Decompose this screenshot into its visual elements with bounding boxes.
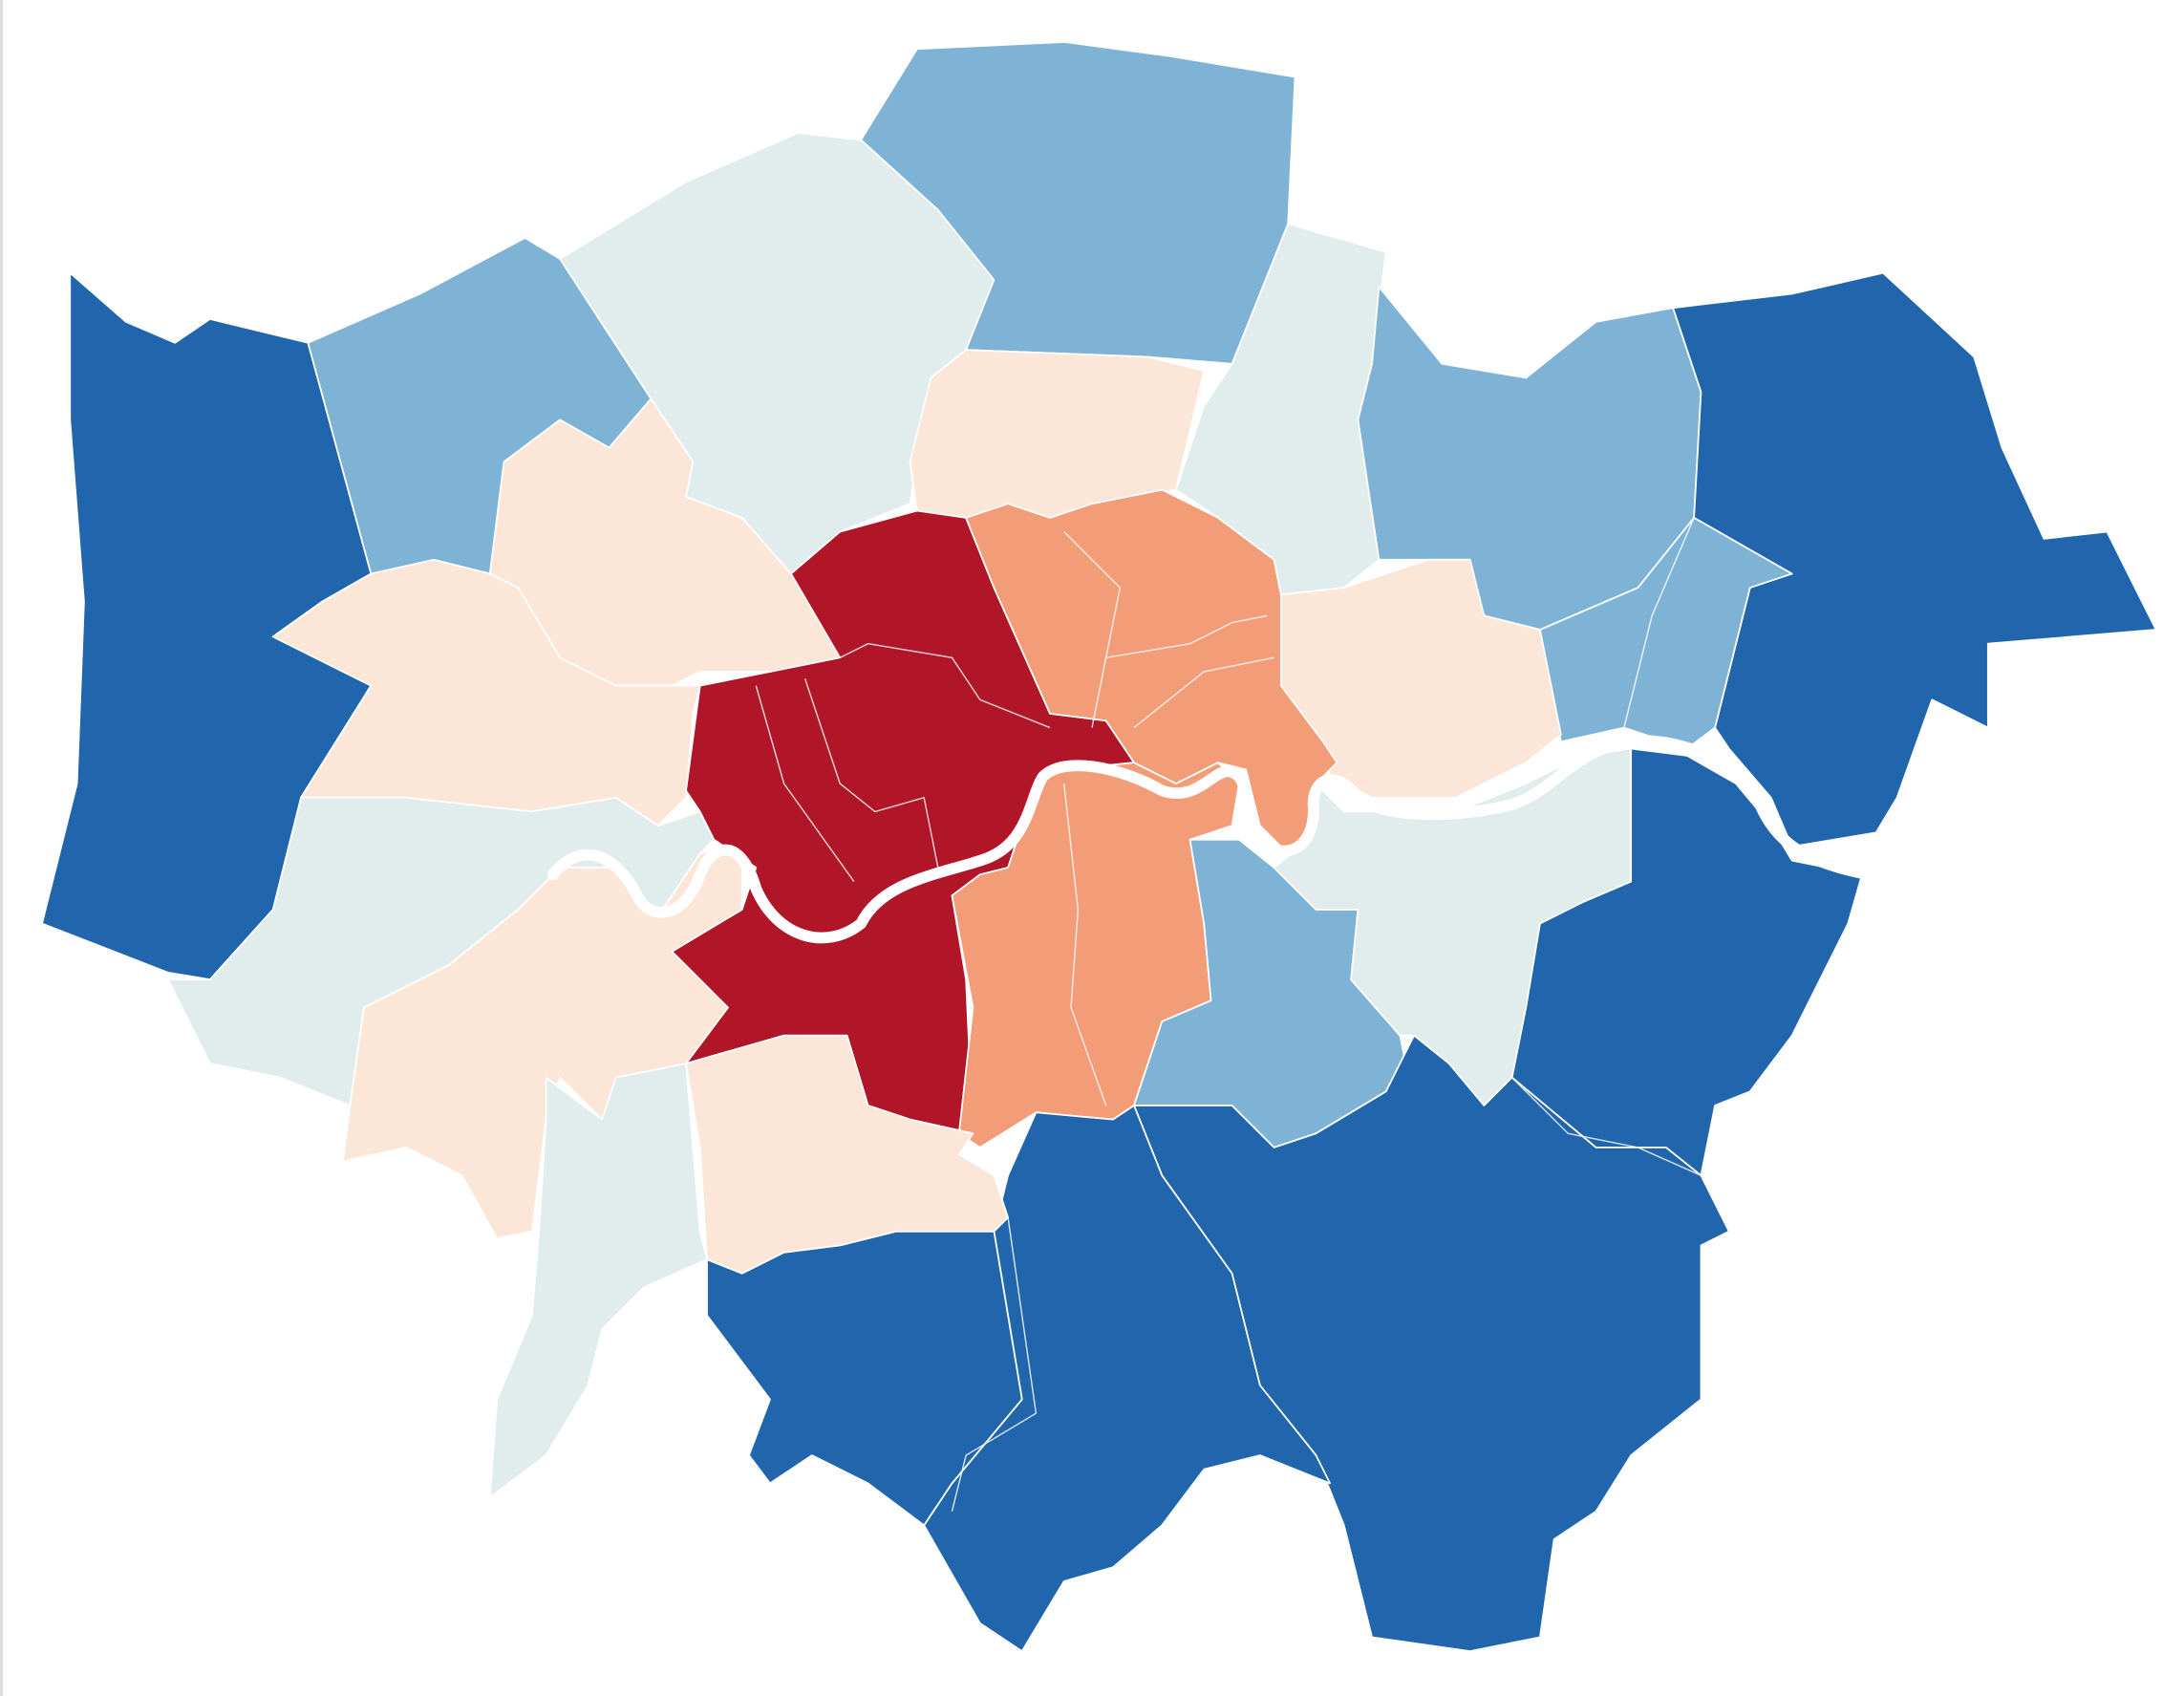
- region-kingston: [489, 1063, 708, 1498]
- inner-border-line: [951, 1217, 1038, 1512]
- inner-border-line: [1105, 614, 1268, 659]
- regions-layer: [41, 41, 2157, 1653]
- inner-border-line: [1062, 784, 1107, 1106]
- inner-border-line: [1623, 517, 1695, 728]
- left-edge-border: [0, 0, 3, 1696]
- region-bromley: [1133, 1034, 1730, 1653]
- inner-border-line: [1063, 531, 1122, 728]
- river-thames: [546, 735, 1875, 944]
- inner-border-line: [839, 642, 1051, 729]
- inner-borders-layer: [755, 517, 1702, 1512]
- inner-border-line: [803, 678, 939, 869]
- inner-border-line: [1133, 656, 1274, 729]
- inner-border-line: [1511, 1077, 1702, 1176]
- inner-border-line: [755, 685, 855, 883]
